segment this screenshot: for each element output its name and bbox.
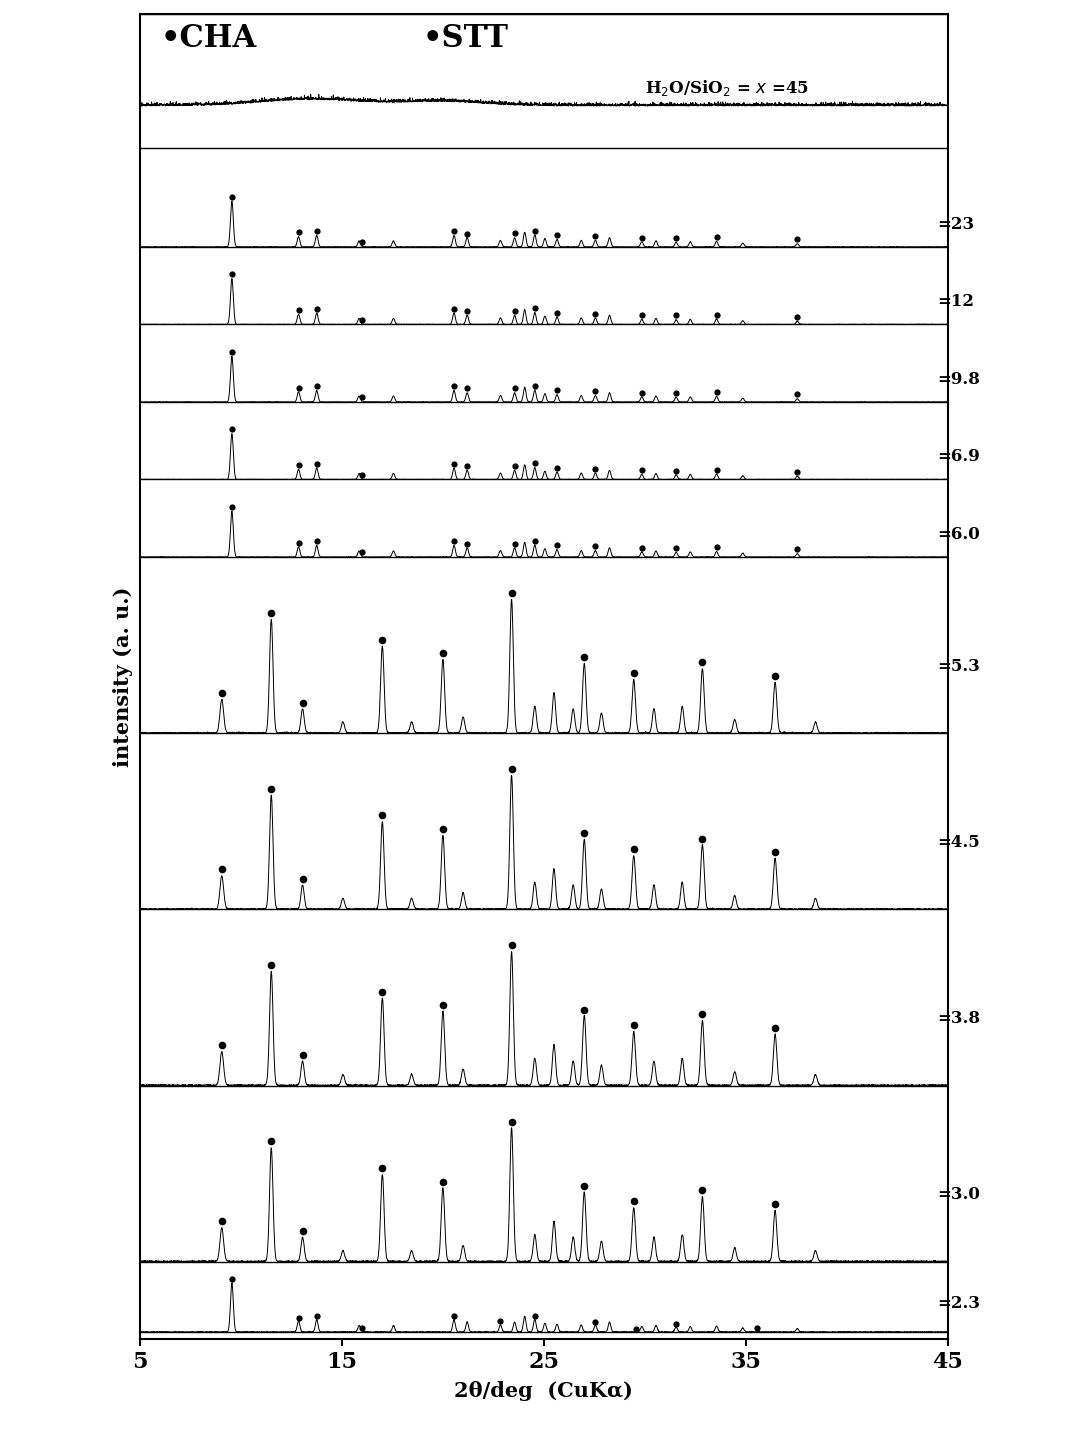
X-axis label: 2θ/deg  (CuKα): 2θ/deg (CuKα) <box>454 1381 633 1401</box>
Text: =12: =12 <box>938 294 975 310</box>
Text: =4.5: =4.5 <box>938 834 980 851</box>
Text: =9.8: =9.8 <box>938 370 980 387</box>
Text: =3.8: =3.8 <box>938 1009 981 1027</box>
Text: =23: =23 <box>938 216 975 232</box>
Text: =6.9: =6.9 <box>938 448 980 465</box>
Text: H$_2$O/SiO$_2$ = $x$ =45: H$_2$O/SiO$_2$ = $x$ =45 <box>645 78 809 98</box>
Text: =2.3: =2.3 <box>938 1296 981 1312</box>
Text: =6.0: =6.0 <box>938 526 980 543</box>
Text: =5.3: =5.3 <box>938 658 980 675</box>
Y-axis label: intensity (a. u.): intensity (a. u.) <box>113 586 134 768</box>
Text: •CHA: •CHA <box>160 23 256 55</box>
Text: •STT: •STT <box>422 23 508 55</box>
Text: =3.0: =3.0 <box>938 1187 980 1204</box>
